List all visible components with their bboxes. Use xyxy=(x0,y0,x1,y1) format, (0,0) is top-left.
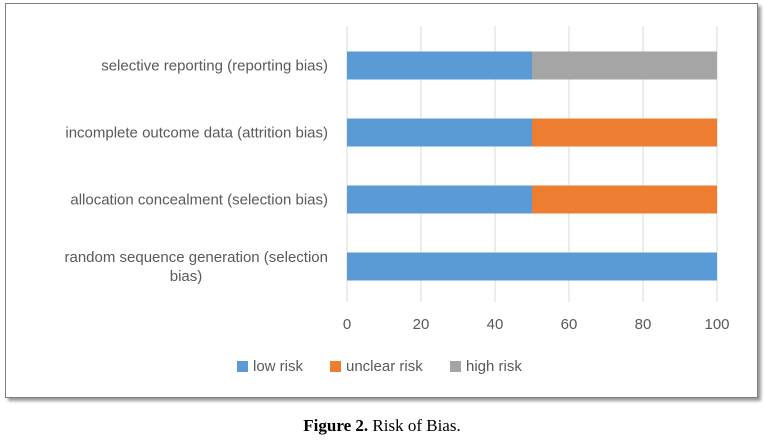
legend-label-unclear-risk: unclear risk xyxy=(346,358,423,375)
bar-low-risk-3 xyxy=(347,51,532,80)
bars xyxy=(347,51,717,281)
figure-caption: Figure 2. Risk of Bias. xyxy=(0,416,764,436)
caption-label: Figure 2. xyxy=(303,416,369,435)
bar-low-risk-2 xyxy=(347,118,532,147)
legend-swatch-unclear-risk xyxy=(330,361,341,372)
caption-text: Risk of Bias. xyxy=(368,416,461,435)
x-tick-label-1: 20 xyxy=(413,316,430,333)
bar-low-risk-0 xyxy=(347,252,717,281)
legend-label-low-risk: low risk xyxy=(253,358,304,375)
bar-unclear-risk-2 xyxy=(532,118,717,147)
bar-unclear-risk-1 xyxy=(532,185,717,214)
x-tick-label-4: 80 xyxy=(635,316,652,333)
legend-swatch-high-risk xyxy=(450,361,461,372)
x-tick-labels: 0 20 40 60 80 100 xyxy=(343,316,730,333)
x-tick-label-5: 100 xyxy=(704,316,729,333)
category-label-3: selective reporting (reporting bias) xyxy=(101,58,328,75)
legend-label-high-risk: high risk xyxy=(466,358,522,375)
legend: low risk unclear risk high risk xyxy=(237,358,522,375)
bar-low-risk-1 xyxy=(347,185,532,214)
category-label-2: incomplete outcome data (attrition bias) xyxy=(65,125,328,142)
x-tick-label-3: 60 xyxy=(561,316,578,333)
bar-high-risk-3 xyxy=(532,51,717,80)
category-label-1: allocation concealment (selection bias) xyxy=(70,192,328,209)
x-tick-label-0: 0 xyxy=(343,316,351,333)
chart-frame: random sequence generation (selection bia… xyxy=(5,3,758,398)
category-label-0: random sequence generation (selection bia… xyxy=(64,249,328,285)
category-labels: random sequence generation (selection bia… xyxy=(64,58,328,286)
x-tick-label-2: 40 xyxy=(487,316,504,333)
legend-swatch-low-risk xyxy=(237,361,248,372)
risk-of-bias-chart: random sequence generation (selection bia… xyxy=(64,26,730,375)
